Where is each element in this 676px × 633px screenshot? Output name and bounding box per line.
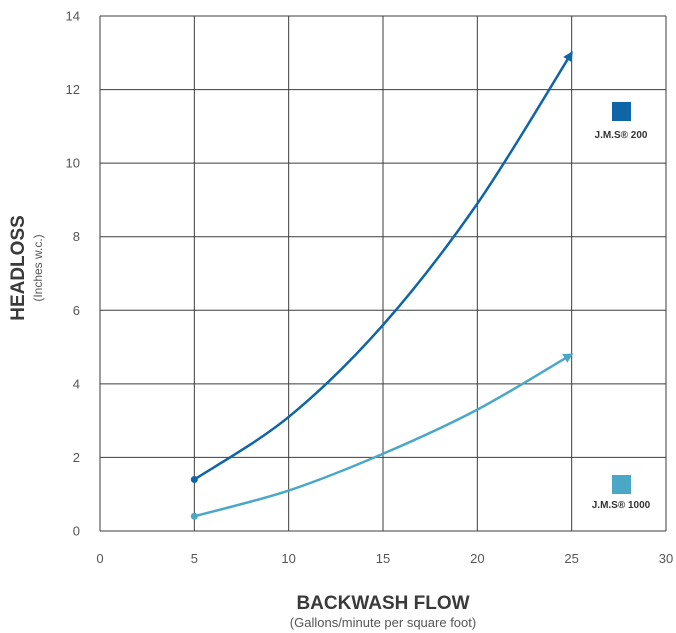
series-lines — [190, 51, 574, 520]
legend-label-1: J.M.S® 1000 — [592, 500, 651, 511]
y-tick-label-1: 2 — [73, 450, 80, 465]
y-tick-labels: 0 2 4 6 8 10 12 14 — [66, 9, 80, 539]
x-tick-label-1: 5 — [191, 551, 198, 566]
y-tick-label-5: 10 — [66, 156, 80, 171]
legend-swatch-0 — [612, 102, 631, 121]
x-tick-labels: 0 5 10 15 20 25 30 — [96, 551, 673, 566]
legend-label-0: J.M.S® 200 — [595, 130, 648, 141]
legend: J.M.S® 200 J.M.S® 1000 — [592, 102, 651, 511]
grid — [100, 15, 667, 531]
x-axis-title: BACKWASH FLOW — [296, 593, 469, 614]
x-tick-label-6: 30 — [659, 551, 673, 566]
x-tick-label-4: 20 — [470, 551, 484, 566]
legend-swatch-1 — [612, 475, 631, 494]
y-tick-label-7: 14 — [66, 9, 80, 24]
x-tick-label-2: 10 — [281, 551, 295, 566]
y-axis-title: HEADLOSS — [8, 215, 29, 321]
y-tick-label-6: 12 — [66, 82, 80, 97]
y-tick-label-3: 6 — [73, 303, 80, 318]
x-tick-label-3: 15 — [376, 551, 390, 566]
y-axis-subtitle: (Inches w.c.) — [31, 234, 45, 301]
series-start-point-1 — [190, 512, 198, 520]
axes — [99, 16, 666, 532]
x-tick-label-0: 0 — [96, 551, 103, 566]
y-tick-label-4: 8 — [73, 229, 80, 244]
x-tick-label-5: 25 — [564, 551, 578, 566]
series-line-0 — [193, 51, 573, 481]
y-tick-label-2: 4 — [73, 376, 80, 391]
series-line-1 — [194, 353, 574, 518]
x-axis-subtitle: (Gallons/minute per square foot) — [290, 615, 476, 630]
y-tick-label-0: 0 — [73, 524, 80, 539]
series-start-point-0 — [190, 476, 198, 483]
